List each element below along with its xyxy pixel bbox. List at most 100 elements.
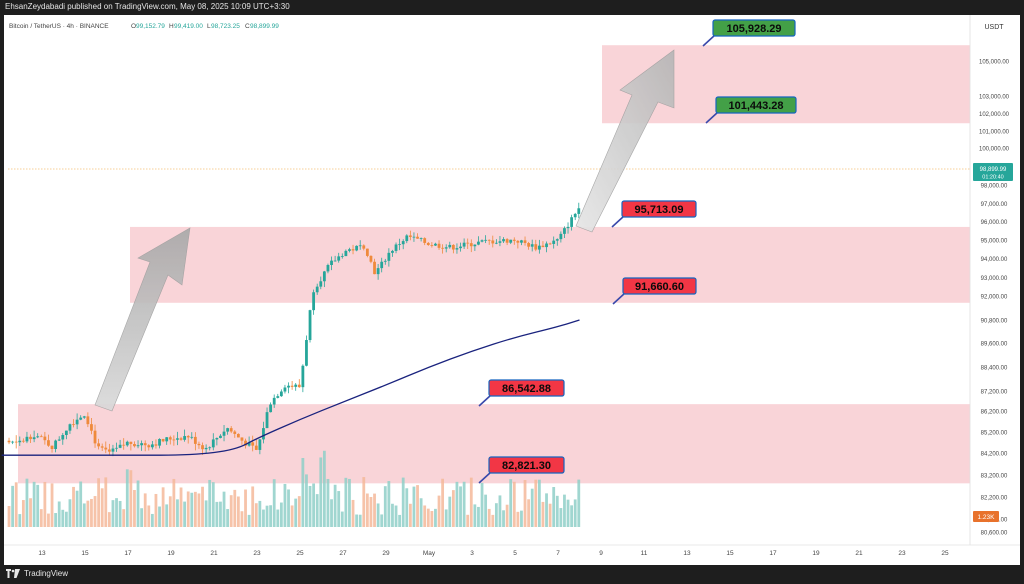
price-tick-label: 83,200.00 xyxy=(981,474,1008,480)
volume-bar xyxy=(111,500,115,527)
volume-bar xyxy=(39,509,43,527)
volume-bar xyxy=(136,480,140,527)
volume-bar xyxy=(462,481,466,527)
candle xyxy=(401,239,405,250)
candle xyxy=(36,433,40,439)
volume-bar xyxy=(473,504,477,527)
volume-bar xyxy=(176,499,179,527)
volume-bar xyxy=(244,489,247,527)
currency-label: USDT xyxy=(984,24,1004,31)
candle xyxy=(577,202,581,219)
volume-bar xyxy=(290,505,294,527)
volume-bar xyxy=(61,509,65,527)
volume-bar xyxy=(247,514,251,527)
candle xyxy=(480,239,484,243)
volume-bar xyxy=(154,493,158,527)
tradingview-logo[interactable]: TradingView xyxy=(6,569,68,578)
candle xyxy=(244,438,247,449)
legend-high-label: H xyxy=(169,23,174,30)
volume-bar xyxy=(405,488,409,527)
price-tick-label: 97,000.00 xyxy=(981,202,1008,208)
candle xyxy=(387,248,391,267)
candle xyxy=(505,238,509,246)
volume-bar xyxy=(283,483,287,527)
volume-bar xyxy=(466,514,470,527)
candle xyxy=(265,407,269,429)
candle xyxy=(68,423,72,434)
candle xyxy=(448,241,452,249)
candle xyxy=(570,214,574,231)
volume-bar xyxy=(29,498,32,527)
volume-bar xyxy=(408,503,412,527)
level-labels: 105,928.29 101,443.28 95,713.09 91,660.60 86… xyxy=(478,19,797,484)
candle xyxy=(47,434,50,447)
volume-bar xyxy=(79,481,83,527)
candle xyxy=(552,236,556,249)
candle xyxy=(75,413,79,430)
volume-bar xyxy=(373,493,376,527)
candle xyxy=(129,441,133,451)
candle xyxy=(509,239,513,245)
candle xyxy=(254,439,258,451)
volume-bar xyxy=(172,478,176,527)
volume-bar xyxy=(348,478,351,527)
volume-bar xyxy=(147,505,151,527)
price-tick-label: 102,000.00 xyxy=(979,112,1010,118)
price-tick-label: 92,000.00 xyxy=(981,295,1008,301)
price-tick-label: 80,600.00 xyxy=(981,531,1008,537)
volume-bar xyxy=(240,511,244,527)
volume-bar xyxy=(158,506,161,527)
candle xyxy=(537,239,541,254)
candle xyxy=(290,380,294,390)
candle xyxy=(462,238,466,249)
time-tick-label: May xyxy=(423,550,436,557)
candle xyxy=(43,431,47,445)
volume-bar xyxy=(18,514,22,527)
volume-bar xyxy=(419,498,423,527)
candle xyxy=(523,236,527,246)
candle xyxy=(512,237,516,245)
volume-bar xyxy=(552,487,556,527)
candle xyxy=(312,289,316,315)
level-label-red: 86,542.88 xyxy=(478,379,565,407)
candle xyxy=(466,238,470,250)
candle xyxy=(502,237,505,244)
time-tick-label: 15 xyxy=(81,550,89,557)
volume-bar xyxy=(165,504,169,527)
candle xyxy=(115,442,118,452)
level-label-red: 82,821.30 xyxy=(478,456,565,484)
candle xyxy=(208,446,212,451)
time-tick-label: 15 xyxy=(726,550,734,557)
volume-bar xyxy=(90,498,93,527)
volume-bar xyxy=(573,499,577,527)
time-tick-label: 27 xyxy=(339,550,347,557)
moving-average xyxy=(1,319,580,456)
legend-close-label: C xyxy=(245,23,250,30)
volume-bar xyxy=(487,508,491,527)
legend-open-value: 99,152.79 xyxy=(136,23,165,30)
volume-bar xyxy=(64,511,68,527)
candle xyxy=(186,434,190,444)
volume-bar xyxy=(57,501,61,527)
candle xyxy=(444,244,448,253)
time-axis-ticks: 13 15 17 19 21 23 25 27 29 May 3 5 7 9 11 13 15 17 19 21 23 2… xyxy=(38,550,949,557)
candle xyxy=(262,421,265,444)
candle xyxy=(21,438,25,443)
candle xyxy=(154,439,158,449)
candle xyxy=(197,441,201,449)
volume-bar xyxy=(122,509,126,527)
time-tick-label: 3 xyxy=(470,550,474,557)
candle xyxy=(340,253,344,259)
candle xyxy=(459,242,462,252)
volume-bar xyxy=(516,511,520,527)
volume-bar xyxy=(548,503,552,527)
publish-info: EhsanZeydabadi published on TradingView.… xyxy=(5,2,290,11)
candle xyxy=(287,382,290,394)
candle xyxy=(545,241,548,253)
candle xyxy=(455,243,459,254)
volume-bar xyxy=(236,496,240,527)
volume-bar xyxy=(72,486,75,527)
volume-bar xyxy=(305,474,308,527)
